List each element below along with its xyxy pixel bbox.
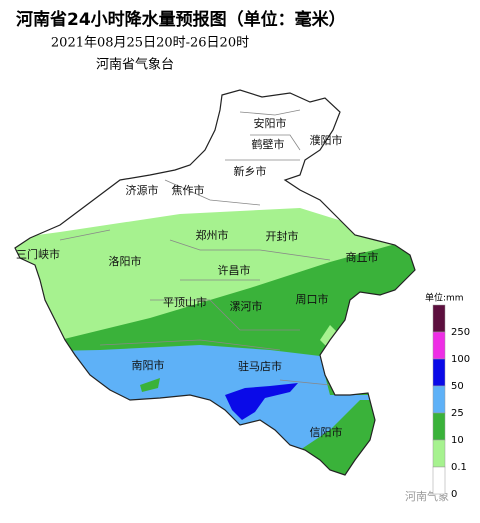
city-label: 许昌市 bbox=[218, 263, 251, 277]
city-label: 洛阳市 bbox=[109, 254, 142, 268]
city-label: 鹤壁市 bbox=[252, 137, 285, 151]
legend-label: 0 bbox=[451, 489, 457, 500]
legend-label: 0.1 bbox=[451, 462, 467, 473]
legend-unit: 单位:mm bbox=[425, 292, 464, 304]
city-label: 新乡市 bbox=[234, 164, 267, 178]
city-label: 信阳市 bbox=[310, 425, 343, 439]
city-label: 商丘市 bbox=[346, 250, 379, 264]
city-label: 济源市 bbox=[126, 183, 159, 197]
city-label: 南阳市 bbox=[132, 358, 165, 372]
city-label: 驻马店市 bbox=[238, 359, 282, 373]
legend-swatch bbox=[432, 358, 446, 387]
city-label: 平顶山市 bbox=[163, 295, 207, 309]
legend-swatch bbox=[432, 412, 446, 441]
city-label: 三门峡市 bbox=[16, 247, 60, 261]
city-label: 开封市 bbox=[266, 229, 299, 243]
city-label: 濮阳市 bbox=[310, 133, 343, 147]
agency: 河南省气象台 bbox=[96, 57, 174, 73]
legend-label: 250 bbox=[451, 327, 470, 338]
legend-label: 50 bbox=[451, 381, 464, 392]
title: 河南省24小时降水量预报图（单位：毫米） bbox=[16, 9, 346, 30]
legend-label: 10 bbox=[451, 435, 464, 446]
subtitle: 2021年08月25日20时-26日20时 bbox=[51, 36, 249, 51]
legend-swatch bbox=[432, 439, 446, 468]
legend-swatch bbox=[432, 385, 446, 414]
city-label: 漯河市 bbox=[230, 299, 263, 313]
city-label: 郑州市 bbox=[196, 228, 229, 242]
legend-swatch bbox=[432, 331, 446, 360]
legend-swatch bbox=[432, 304, 446, 333]
city-label: 周口市 bbox=[296, 292, 329, 306]
legend-label: 100 bbox=[451, 354, 470, 365]
legend-label: 25 bbox=[451, 408, 464, 419]
legend-swatch bbox=[432, 466, 446, 495]
city-label: 安阳市 bbox=[254, 116, 287, 130]
borders bbox=[59, 109, 331, 386]
city-label: 焦作市 bbox=[172, 183, 205, 197]
